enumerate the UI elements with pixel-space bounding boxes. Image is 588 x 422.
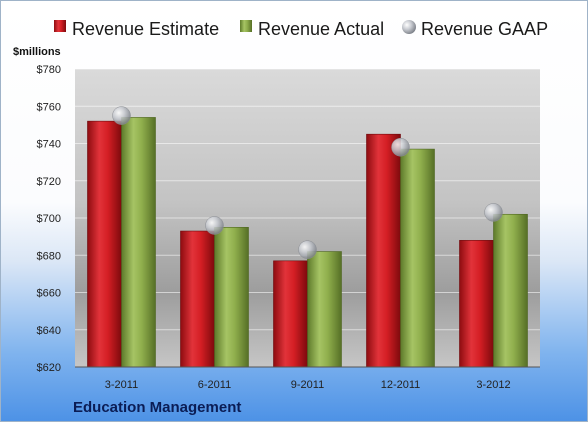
x-tick-label: 6-2011 xyxy=(198,379,231,391)
y-axis-unit-label: $millions xyxy=(13,46,61,58)
legend-label-actual: Revenue Actual xyxy=(258,19,384,39)
y-tick-label: $760 xyxy=(37,101,61,113)
x-tick-label: 12-2011 xyxy=(381,379,421,391)
bar-revenue-estimate xyxy=(459,240,494,368)
legend-swatch-estimate xyxy=(54,20,66,32)
bar-revenue-estimate xyxy=(366,133,401,368)
bar-revenue-actual xyxy=(121,117,156,368)
marker-revenue-gaap xyxy=(391,137,410,157)
bar-revenue-actual xyxy=(400,148,435,368)
bar-revenue-estimate xyxy=(87,120,122,368)
legend-label-estimate: Revenue Estimate xyxy=(72,19,219,39)
bar-revenue-estimate xyxy=(273,260,308,368)
bar-revenue-actual xyxy=(307,251,342,368)
legend-label-gaap: Revenue GAAP xyxy=(421,19,548,39)
marker-revenue-gaap xyxy=(484,203,503,222)
legend-swatch-actual xyxy=(240,20,252,32)
legend: Revenue Estimate Revenue Actual Revenue … xyxy=(54,19,548,39)
y-tick-label: $740 xyxy=(37,139,61,151)
bar-revenue-estimate xyxy=(180,230,215,368)
y-tick-label: $640 xyxy=(37,325,61,337)
y-tick-label: $700 xyxy=(37,213,61,225)
legend-swatch-gaap xyxy=(402,20,416,34)
bar-revenue-actual xyxy=(214,227,249,368)
marker-revenue-gaap xyxy=(298,240,317,259)
x-tick-label: 3-2012 xyxy=(476,379,510,391)
y-tick-label: $780 xyxy=(37,64,61,76)
company-name: Education Management xyxy=(73,399,241,416)
marker-revenue-gaap xyxy=(205,216,224,235)
y-tick-label: $620 xyxy=(37,362,61,374)
bar-revenue-actual xyxy=(493,213,528,368)
y-tick-label: $720 xyxy=(37,176,61,188)
y-tick-label: $660 xyxy=(37,288,61,300)
x-tick-label: 9-2011 xyxy=(291,379,324,391)
x-tick-label: 3-2011 xyxy=(105,379,138,391)
y-tick-label: $680 xyxy=(37,250,61,262)
marker-revenue-gaap xyxy=(112,106,131,125)
